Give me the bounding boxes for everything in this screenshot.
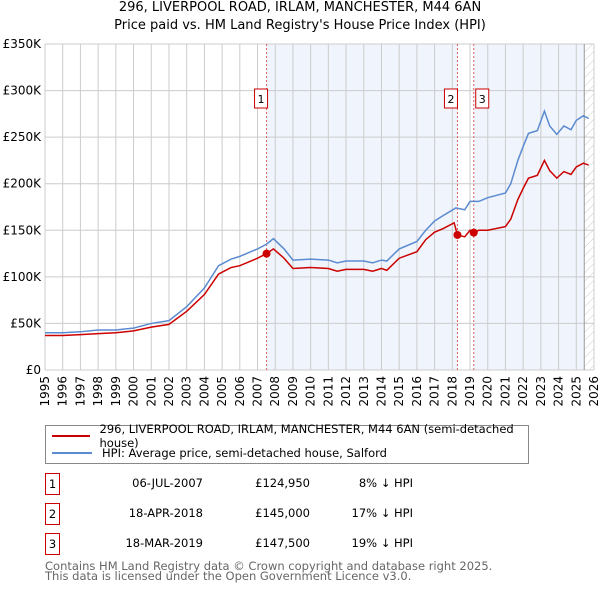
y-tick-label: £350K xyxy=(3,37,43,51)
sale-date: 06-JUL-2007 xyxy=(132,476,203,490)
chart-title: 296, LIVERPOOL ROAD, IRLAM, MANCHESTER, … xyxy=(118,0,482,15)
legend-swatch xyxy=(52,434,90,437)
x-tick-label: 1997 xyxy=(73,376,87,407)
sale-label: 1 xyxy=(258,93,265,106)
shaded-range xyxy=(473,44,585,370)
sale-marker xyxy=(453,230,462,239)
legend-label: HPI: Average price, semi-detached house,… xyxy=(102,445,387,460)
sale-row: 2 18-APR-2018 £145,000 17% ↓ HPI xyxy=(45,503,445,527)
legend-label: 296, LIVERPOOL ROAD, IRLAM, MANCHESTER, … xyxy=(99,421,514,450)
x-tick-label: 2020 xyxy=(481,376,495,407)
footer-line-1: Contains HM Land Registry data © Crown c… xyxy=(45,559,493,573)
sale-hpi-diff: 17% ↓ HPI xyxy=(351,506,413,520)
sale-marker xyxy=(469,228,478,237)
x-tick-label: 2023 xyxy=(534,376,548,407)
x-tick-label: 2005 xyxy=(215,376,229,407)
x-tick-label: 2013 xyxy=(357,376,371,407)
chart-subtitle: Price paid vs. HM Land Registry's House … xyxy=(114,18,486,33)
x-tick-label: 1998 xyxy=(91,376,105,407)
sale-marker xyxy=(262,249,271,258)
x-tick-label: 2010 xyxy=(304,376,318,407)
sale-label: 3 xyxy=(479,93,486,106)
footer-line-2: This data is licensed under the Open Gov… xyxy=(45,569,412,583)
legend: 296, LIVERPOOL ROAD, IRLAM, MANCHESTER, … xyxy=(45,422,529,464)
y-tick-label: £200K xyxy=(3,177,43,191)
sale-date: 18-MAR-2019 xyxy=(125,536,203,550)
x-tick-label: 2019 xyxy=(463,376,477,407)
x-tick-label: 2009 xyxy=(286,376,300,407)
property-price-line xyxy=(45,158,589,337)
x-tick-label: 1996 xyxy=(56,376,70,407)
sale-label-box xyxy=(475,88,490,109)
sale-row: 1 06-JUL-2007 £124,950 8% ↓ HPI xyxy=(45,473,445,497)
y-tick-label: £50K xyxy=(10,316,42,330)
x-tick-label: 2024 xyxy=(552,376,566,407)
x-tick-label: 2012 xyxy=(339,376,353,407)
x-tick-label: 2022 xyxy=(516,376,530,407)
x-tick-label: 2014 xyxy=(374,376,388,407)
x-tick-label: 2021 xyxy=(498,376,512,407)
legend-item-hpi: HPI: Average price, semi-detached house,… xyxy=(52,444,387,461)
y-tick-label: £250K xyxy=(3,130,43,144)
y-tick-label: £150K xyxy=(3,223,43,237)
x-tick-label: 2000 xyxy=(127,376,141,407)
x-tick-label: 2015 xyxy=(392,376,406,407)
x-tick-label: 2002 xyxy=(162,376,176,407)
sale-date: 18-APR-2018 xyxy=(128,506,203,520)
sale-price: £145,000 xyxy=(255,506,310,520)
x-tick-label: 2008 xyxy=(268,376,282,407)
sale-number: 2 xyxy=(45,503,60,525)
y-tick-label: £300K xyxy=(3,84,43,98)
x-tick-label: 2007 xyxy=(251,376,265,407)
hpi-line xyxy=(45,108,590,334)
x-tick-label: 2016 xyxy=(410,376,424,407)
chart-plot: 1995 1996 1997 1998 1999 2000 2001 2002 2003 2004… xyxy=(3,37,600,407)
sale-hpi-diff: 8% ↓ HPI xyxy=(358,476,413,490)
y-tick-label: £0 xyxy=(26,363,41,377)
sale-number: 3 xyxy=(45,533,60,555)
x-tick-label: 2004 xyxy=(197,376,211,407)
sale-price: £124,950 xyxy=(255,476,310,490)
sale-price: £147,500 xyxy=(255,536,310,550)
shaded-range xyxy=(266,44,458,370)
sale-row: 3 18-MAR-2019 £147,500 19% ↓ HPI xyxy=(45,533,445,557)
x-tick-label: 2025 xyxy=(569,376,583,407)
sale-hpi-diff: 19% ↓ HPI xyxy=(351,536,413,550)
x-tick-label: 2003 xyxy=(180,376,194,407)
x-tick-label: 2026 xyxy=(587,376,600,407)
legend-item-property: 296, LIVERPOOL ROAD, IRLAM, MANCHESTER, … xyxy=(52,422,528,450)
sale-label: 2 xyxy=(447,93,454,106)
sale-label-box xyxy=(254,88,269,109)
forecast-hatch xyxy=(584,44,594,370)
x-tick-label: 1995 xyxy=(38,376,52,407)
x-tick-label: 2017 xyxy=(428,376,442,407)
x-tick-label: 2011 xyxy=(321,376,335,407)
sale-label-box xyxy=(443,88,458,109)
legend-swatch xyxy=(52,451,92,454)
x-tick-label: 2018 xyxy=(445,376,459,407)
y-tick-label: £100K xyxy=(3,270,43,284)
x-tick-label: 2001 xyxy=(144,376,158,407)
x-tick-label: 2006 xyxy=(233,376,247,407)
sale-number: 1 xyxy=(45,473,60,495)
x-tick-label: 1999 xyxy=(109,376,123,407)
